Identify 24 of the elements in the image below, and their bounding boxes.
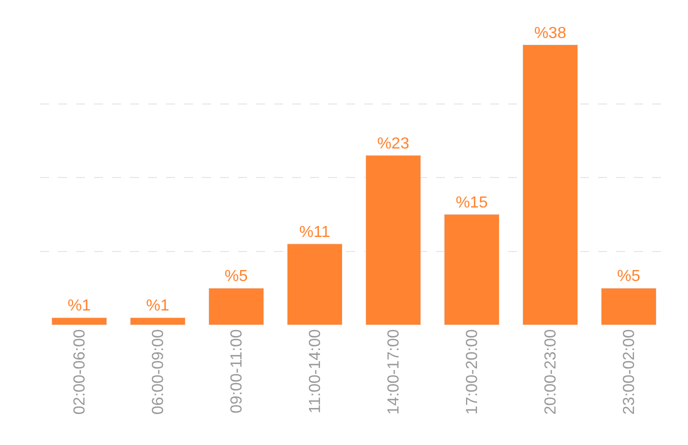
x-tick-label: 23:00-02:00: [620, 329, 638, 415]
bar: [444, 214, 500, 325]
data-label: %11: [299, 224, 330, 241]
x-tick-label: 14:00-17:00: [385, 329, 402, 415]
x-tick-label: 09:00-11:00: [228, 329, 246, 414]
data-label: %5: [617, 268, 640, 286]
bar: [522, 44, 578, 325]
bar: [52, 317, 107, 325]
x-tick-label: 06:00-09:00: [150, 329, 167, 415]
bar: [366, 155, 421, 325]
bar: [208, 288, 264, 325]
data-label: %38: [534, 24, 566, 42]
data-label: %5: [224, 268, 248, 286]
data-label: %23: [377, 135, 410, 152]
data-label: %1: [146, 298, 170, 315]
bar: [130, 317, 186, 325]
data-label: %15: [456, 194, 488, 212]
bar: [601, 288, 656, 325]
data-label: %1: [68, 298, 91, 315]
bar: [287, 244, 342, 325]
x-tick-label: 02:00-06:00: [71, 329, 88, 415]
x-tick-label: 20:00-23:00: [542, 329, 560, 415]
x-tick-label: 17:00-20:00: [464, 329, 481, 415]
x-tick-label: 11:00-14:00: [306, 329, 324, 414]
